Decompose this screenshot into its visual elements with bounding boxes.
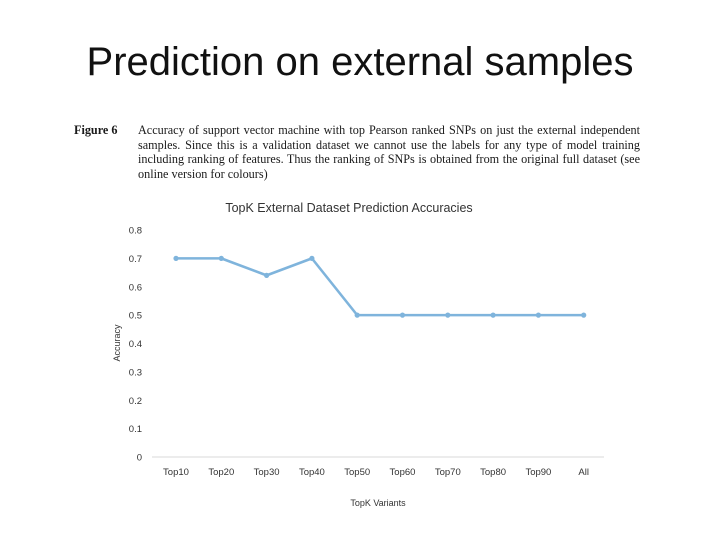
x-tick-label: Top80 xyxy=(480,467,506,478)
series-points xyxy=(173,255,587,318)
y-tick-label: 0.4 xyxy=(129,339,142,350)
y-axis-label: Accuracy xyxy=(112,324,122,362)
y-tick-label: 0.3 xyxy=(129,367,142,378)
data-point xyxy=(490,312,496,318)
data-point xyxy=(173,255,179,261)
y-tick-label: 0 xyxy=(137,453,142,464)
x-axis-label: TopK Variants xyxy=(350,498,406,508)
data-point xyxy=(399,312,406,318)
x-tick-label: Top50 xyxy=(344,467,370,478)
figure-label: Figure 6 xyxy=(74,123,118,137)
data-point xyxy=(354,312,360,318)
x-axis-ticks: Top10 Top20 Top30 Top40 Top50 Top60 Top70 Top80… xyxy=(163,467,589,478)
slide-title: Prediction on external samples xyxy=(86,40,634,84)
figure-caption-text: Accuracy of support vector machine with … xyxy=(138,123,640,181)
figure-caption: Figure 6 Accuracy of support vector mach… xyxy=(74,123,640,181)
x-tick-label: All xyxy=(578,467,589,478)
data-point xyxy=(218,255,224,261)
y-tick-label: 0.8 xyxy=(129,226,142,237)
data-point xyxy=(581,312,587,318)
chart-title: TopK External Dataset Prediction Accurac… xyxy=(225,201,472,215)
x-tick-label: Top10 xyxy=(163,467,189,478)
x-tick-label: Top60 xyxy=(390,467,416,478)
x-tick-label: Top30 xyxy=(254,467,280,478)
data-point xyxy=(535,312,542,318)
x-tick-label: Top20 xyxy=(208,467,234,478)
data-point xyxy=(309,255,315,261)
data-point xyxy=(264,272,270,278)
y-tick-label: 0.2 xyxy=(129,396,142,407)
x-tick-label: Top70 xyxy=(435,467,461,478)
x-tick-label: Top40 xyxy=(299,467,325,478)
data-point xyxy=(445,312,451,318)
y-tick-label: 0.1 xyxy=(129,424,142,435)
y-axis-ticks: 0 0.1 0.2 0.3 0.4 0.5 0.6 0.7 0.8 xyxy=(129,226,142,464)
series-line-accuracy xyxy=(176,257,584,317)
y-tick-label: 0.7 xyxy=(129,254,142,265)
x-tick-label: Top90 xyxy=(525,467,551,478)
y-tick-label: 0.5 xyxy=(129,311,142,322)
y-tick-label: 0.6 xyxy=(129,282,142,293)
